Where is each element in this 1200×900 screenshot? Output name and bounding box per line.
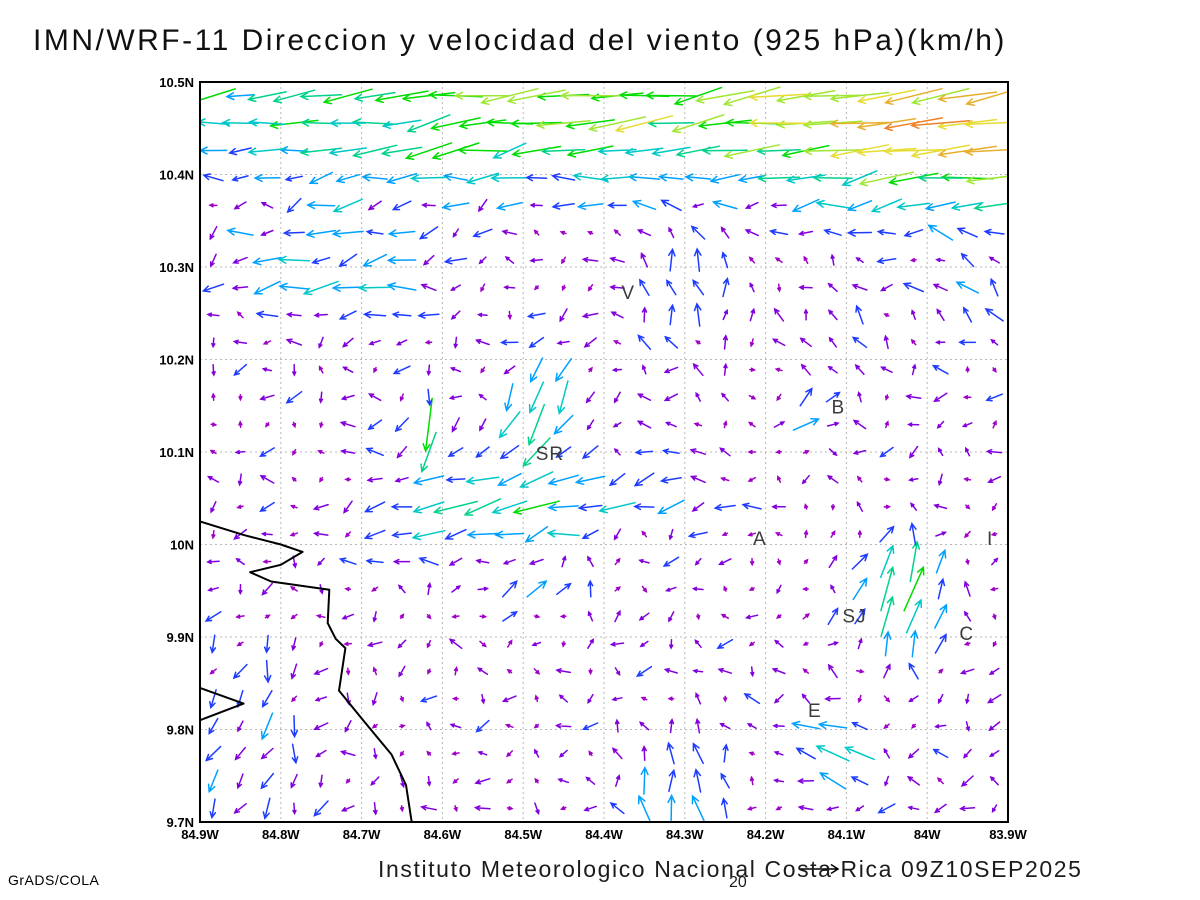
- wind-arrows: [453, 86, 1008, 187]
- y-tick-label: 10.2N: [159, 353, 194, 368]
- x-tick-label: 84.1W: [828, 827, 866, 842]
- chart-title: IMN/WRF-11 Direccion y velocidad del vie…: [33, 24, 1007, 57]
- y-tick-label: 10.3N: [159, 260, 194, 275]
- coastline: [200, 520, 413, 822]
- wind-arrows: [208, 203, 999, 813]
- coastline: [200, 686, 245, 722]
- station-label-e: E: [808, 701, 822, 722]
- wind-field-layer: [200, 86, 1008, 822]
- footer-caption: Instituto Meteorologico Nacional Costa R…: [378, 856, 1083, 882]
- x-tick-label: 83.9W: [989, 827, 1027, 842]
- wind-arrows: [614, 89, 1008, 159]
- wind-arrows: [200, 118, 984, 762]
- wind-arrows: [200, 92, 980, 822]
- reference-vector-label: 20: [729, 874, 747, 891]
- grads-credit: GrADS/COLA: [8, 872, 100, 888]
- y-tick-label: 9.8N: [167, 723, 194, 738]
- x-tick-label: 84.2W: [747, 827, 785, 842]
- station-label-sr: SR: [536, 444, 564, 465]
- x-tick-label: 84.5W: [504, 827, 542, 842]
- y-tick-label: 10N: [170, 538, 194, 553]
- wind-arrows: [246, 89, 1008, 637]
- x-tick-label: 84.8W: [262, 827, 300, 842]
- x-tick-label: 84.9W: [181, 827, 219, 842]
- wind-arrows: [829, 87, 1008, 158]
- station-label-sj: SJ: [842, 607, 866, 628]
- station-label-b: B: [831, 398, 845, 419]
- y-tick-label: 9.9N: [167, 630, 194, 645]
- x-tick-label: 84.4W: [585, 827, 623, 842]
- wind-arrows: [200, 86, 994, 612]
- y-tick-label: 10.5N: [159, 75, 194, 90]
- station-label-c: C: [959, 624, 974, 645]
- y-tick-label: 9.7N: [167, 815, 194, 830]
- station-label-a: A: [753, 529, 767, 550]
- x-tick-label: 84.6W: [424, 827, 462, 842]
- y-tick-label: 10.1N: [159, 445, 194, 460]
- station-label-v: V: [621, 283, 635, 304]
- wind-arrows: [206, 198, 1003, 816]
- reference-vector-arrow: [800, 863, 840, 875]
- wind-arrows: [201, 147, 1005, 820]
- plot-frame: [199, 81, 1009, 823]
- y-tick-label: 10.4N: [159, 168, 194, 183]
- wind-arrows: [883, 117, 971, 132]
- station-label-i: I: [987, 529, 993, 550]
- x-tick-label: 84W: [914, 827, 941, 842]
- x-tick-label: 84.7W: [343, 827, 381, 842]
- x-tick-label: 84.3W: [666, 827, 704, 842]
